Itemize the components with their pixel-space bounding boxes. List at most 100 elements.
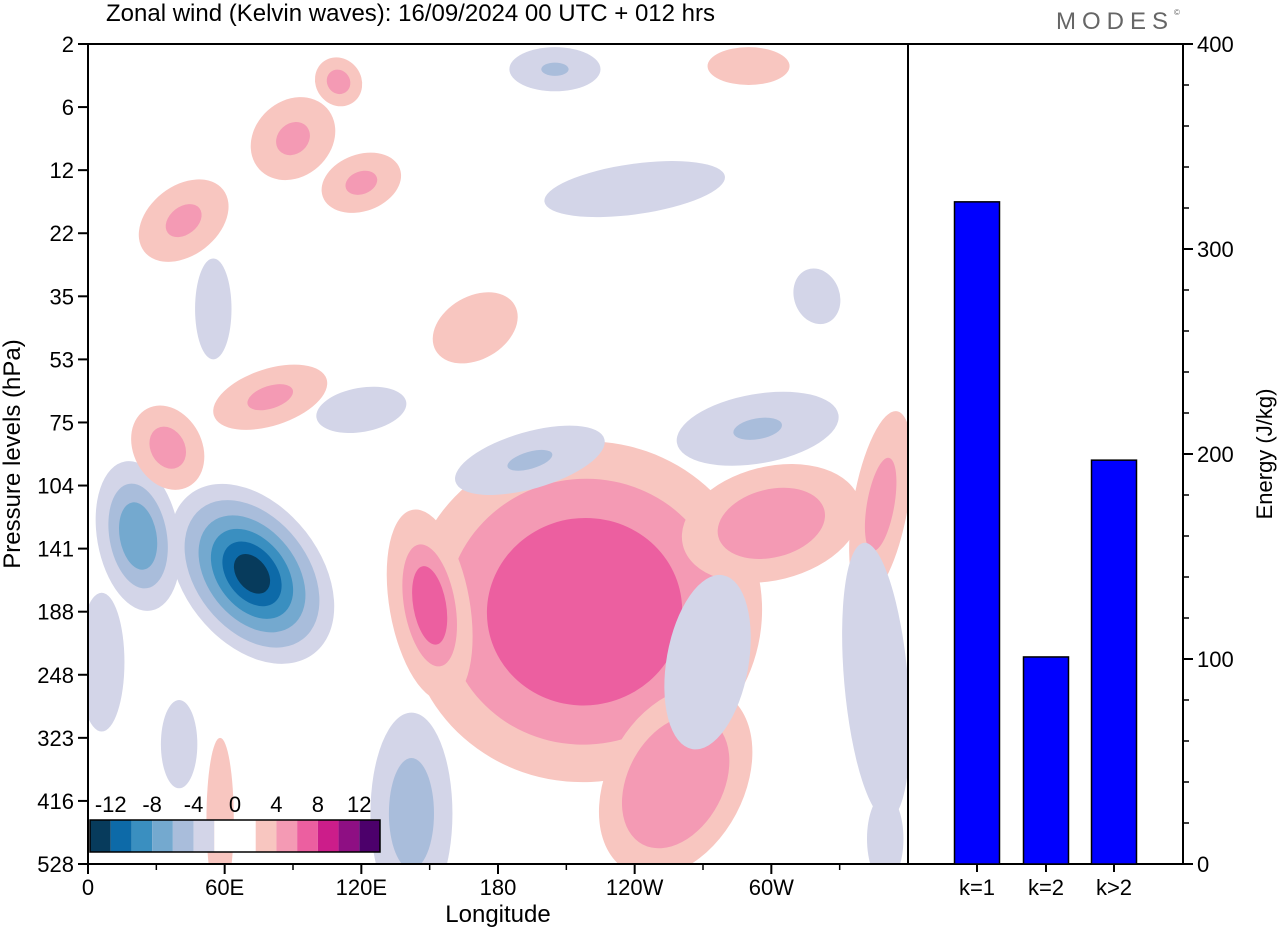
neg-band-4 xyxy=(793,268,841,325)
colorbar-segment xyxy=(172,820,194,852)
y-tick-label: 53 xyxy=(50,347,74,372)
pressure-axis: 2 6 12 22 35 53 75 104 141 188 248 323 416 528 xyxy=(37,32,88,877)
pos-anomaly-central-pacific-level-3 xyxy=(486,517,683,706)
pos-anomaly-150e-level-3 xyxy=(412,566,448,645)
pos-band-4 xyxy=(250,97,336,181)
colorbar-label: -12 xyxy=(95,792,127,817)
y-tick-label: 2 xyxy=(62,32,74,57)
colorbar-label: -8 xyxy=(142,792,162,817)
neg-anomaly-bottom-far xyxy=(867,794,904,864)
neg-anomaly-west xyxy=(95,461,181,611)
wind-heatmap xyxy=(88,47,908,864)
colorbar-segment xyxy=(317,820,339,852)
y-tick-label: 6 xyxy=(62,95,74,120)
pos-band-5 xyxy=(321,152,402,213)
colorbar-segment xyxy=(255,820,277,852)
neg-band-1-level-1 xyxy=(544,161,725,218)
energy-tick-label: 0 xyxy=(1197,852,1209,877)
x-tick-label: 120W xyxy=(606,875,664,900)
longitude-axis: 0 60E 120E 180 120W 60W xyxy=(82,864,841,900)
neg-anomaly-far-east xyxy=(842,542,908,820)
y-tick-label: 35 xyxy=(50,284,74,309)
pos-anomaly-east-edge-level-2 xyxy=(864,457,897,552)
neg-anomaly-far-east-level-1 xyxy=(842,542,908,820)
energy-tick-label: 200 xyxy=(1197,442,1234,467)
pos-band-6 xyxy=(432,292,518,364)
x-tick-label: 180 xyxy=(480,875,517,900)
colorbar-segment xyxy=(359,820,380,852)
pos-band-8 xyxy=(314,57,363,107)
bar-category-label: k=2 xyxy=(1028,875,1064,900)
energy-axis-label: Energy (J/kg) xyxy=(1252,389,1277,520)
pos-band-2 xyxy=(213,364,328,430)
neg-anomaly-side xyxy=(160,700,198,789)
energy-tick-label: 400 xyxy=(1197,32,1234,57)
colorbar-segment xyxy=(276,820,298,852)
neg-anomaly-westedge xyxy=(88,592,125,732)
neg-anomaly-mid-level-2 xyxy=(507,449,553,471)
neg-band-2 xyxy=(509,47,601,92)
pos-anomaly-150e xyxy=(386,509,473,702)
y-tick-label: 75 xyxy=(50,410,74,435)
colorbar-segment xyxy=(297,820,318,852)
pos-band-7 xyxy=(707,47,790,85)
chart-title: Zonal wind (Kelvin waves): 16/09/2024 00… xyxy=(106,0,715,27)
neg-anomaly-date-line xyxy=(370,712,453,864)
y-tick-label: 528 xyxy=(37,852,74,877)
brand-name: MODES xyxy=(1056,8,1175,35)
colorbar-segment xyxy=(90,820,111,852)
bar-category-label: k>2 xyxy=(1096,875,1132,900)
neg-band-5-level-1 xyxy=(316,386,407,433)
y-tick-label: 323 xyxy=(37,726,74,751)
y-tick-label: 22 xyxy=(50,221,74,246)
colorbar-frame xyxy=(89,819,381,853)
neg-anomaly-mid xyxy=(455,425,605,495)
colorbar-segment xyxy=(214,820,235,852)
x-tick-label: 60W xyxy=(749,875,794,900)
neg-anomaly-indian-ocean-level-6 xyxy=(233,554,271,594)
pos-band-3 xyxy=(138,179,229,262)
neg-anomaly-upper-east xyxy=(676,391,839,466)
energy-tick-label: 100 xyxy=(1197,647,1234,672)
colorbar-label: 0 xyxy=(229,792,241,817)
neg-anomaly-westedge-level-1 xyxy=(88,592,125,732)
pos-band-1-level-2 xyxy=(149,426,187,469)
y-tick-label: 248 xyxy=(37,663,74,688)
bar-category-label: k=1 xyxy=(959,875,995,900)
y-tick-label: 104 xyxy=(37,474,74,499)
pos-band-4-level-2 xyxy=(276,122,310,156)
pos-band-6-level-1 xyxy=(432,292,518,364)
x-tick-label: 60E xyxy=(205,875,244,900)
pos-band-5-level-2 xyxy=(345,170,378,195)
energy-bar xyxy=(1022,656,1070,865)
neg-anomaly-120w xyxy=(664,574,751,750)
colorbar-label: 12 xyxy=(347,792,371,817)
pos-band-8-level-2 xyxy=(326,69,351,95)
pos-band-7-level-1 xyxy=(707,47,790,85)
y-tick-label: 188 xyxy=(37,600,74,625)
neg-anomaly-west-level-3 xyxy=(119,502,158,570)
neg-anomaly-side-level-1 xyxy=(160,700,198,789)
pos-anomaly-east xyxy=(681,464,861,583)
pos-band-2-level-2 xyxy=(247,384,294,411)
energy-tick-label: 300 xyxy=(1197,237,1234,262)
y-tick-label: 141 xyxy=(37,537,74,562)
neg-band-3 xyxy=(195,258,232,360)
y-tick-label: 12 xyxy=(50,158,74,183)
colorbar-segment xyxy=(235,820,256,852)
pos-band-1 xyxy=(131,405,205,490)
colorbar-label: 8 xyxy=(312,792,324,817)
colorbar-segment xyxy=(152,820,173,852)
energy-bar xyxy=(1090,459,1138,865)
neg-anomaly-indian-ocean xyxy=(169,483,335,664)
pos-anomaly-lower-level-2 xyxy=(621,715,730,849)
colorbar-label: -4 xyxy=(184,792,204,817)
energy-axis: 0 100 200 300 400 xyxy=(1183,32,1234,877)
brand-mark: © xyxy=(1174,8,1180,17)
neg-band-4-level-1 xyxy=(793,268,841,325)
pos-band-3-level-2 xyxy=(165,204,202,238)
neg-band-2-level-2 xyxy=(541,62,569,76)
neg-anomaly-120w-level-1 xyxy=(664,574,751,750)
neg-band-3-level-1 xyxy=(195,258,232,360)
